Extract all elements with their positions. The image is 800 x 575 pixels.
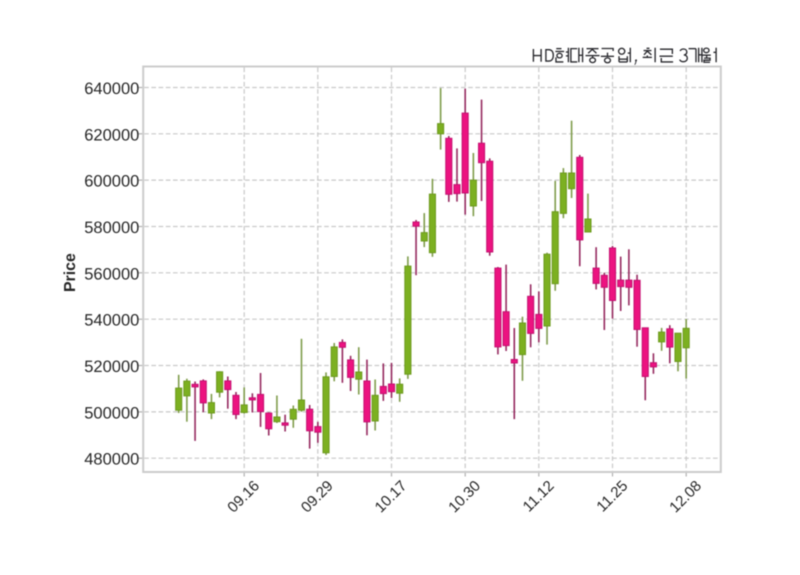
svg-text:500000: 500000 — [84, 404, 139, 422]
svg-text:480000: 480000 — [84, 451, 139, 469]
svg-text:600000: 600000 — [84, 173, 139, 191]
svg-text:640000: 640000 — [84, 80, 139, 98]
svg-text:560000: 560000 — [84, 265, 139, 283]
svg-text:620000: 620000 — [84, 126, 139, 144]
svg-text:580000: 580000 — [84, 219, 139, 237]
svg-text:540000: 540000 — [84, 312, 139, 330]
svg-text:Price: Price — [62, 253, 79, 292]
svg-text:520000: 520000 — [84, 358, 139, 376]
